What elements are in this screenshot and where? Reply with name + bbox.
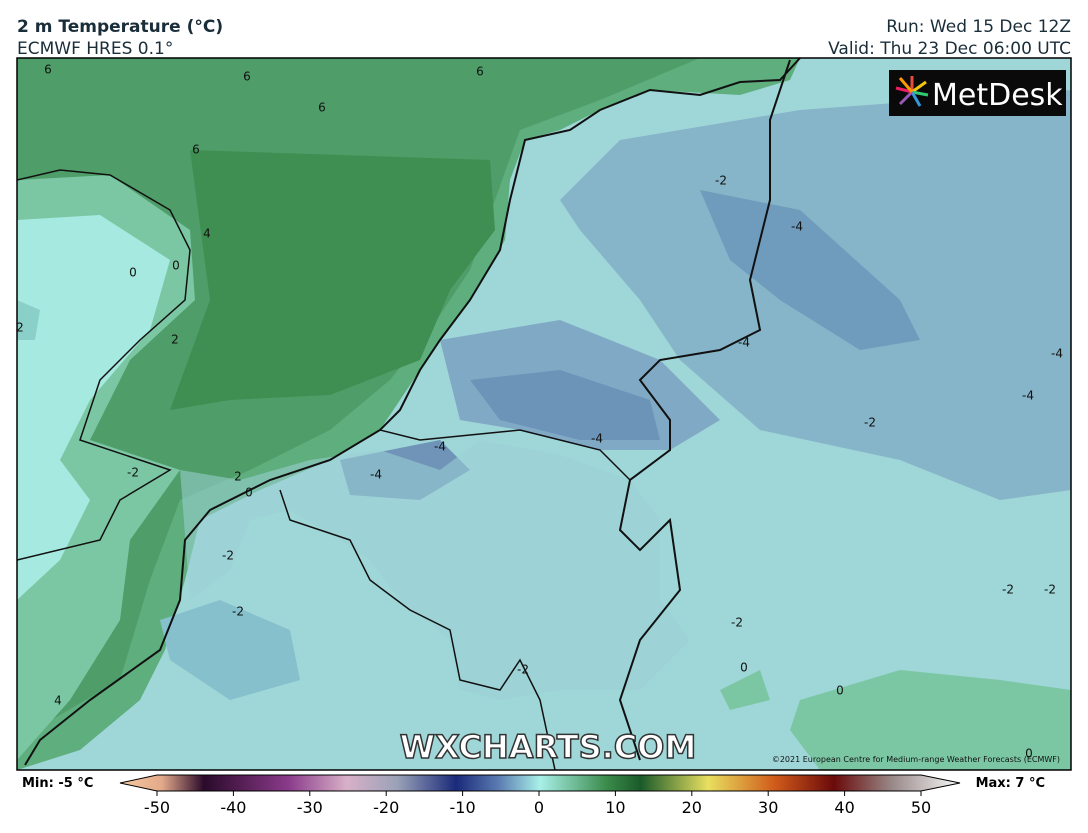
colorbar-min: Min: -5 °C <box>22 776 93 791</box>
valid-time: Valid: Thu 23 Dec 06:00 UTC <box>828 39 1071 59</box>
contour-label: 0 <box>1025 747 1033 761</box>
contour-label: 2 <box>234 470 242 484</box>
contour-label: -2 <box>1044 583 1056 597</box>
logo-icon <box>895 76 929 107</box>
contour-label: 0 <box>129 266 137 280</box>
colorbar-tick-label: -30 <box>297 798 323 817</box>
contour-label: 6 <box>243 70 251 84</box>
contour-label: -2 <box>731 616 743 630</box>
contour-label: 0 <box>836 684 844 698</box>
colorbar-tick-label: -50 <box>144 798 170 817</box>
colorbar <box>119 774 961 792</box>
contour-label: 6 <box>44 63 52 77</box>
copyright: ©2021 European Centre for Medium-range W… <box>772 755 1060 764</box>
contour-label: 2 <box>171 333 179 347</box>
contour-label: -4 <box>1022 389 1034 403</box>
contour-label: -4 <box>370 468 382 482</box>
contour-label: -2 <box>222 549 234 563</box>
contour-label: -2 <box>127 466 139 480</box>
subtitle: ECMWF HRES 0.1° <box>17 39 173 59</box>
contour-label: 6 <box>318 101 326 115</box>
contour-label: -2 <box>517 663 529 677</box>
contour-label: -4 <box>738 336 750 350</box>
contour-label: 0 <box>172 259 180 273</box>
contour-label: -4 <box>1051 347 1063 361</box>
colorbar-tick-label: -10 <box>450 798 476 817</box>
run-time: Run: Wed 15 Dec 12Z <box>886 17 1071 37</box>
contour-label: 6 <box>476 65 484 79</box>
map-frame <box>16 57 1072 771</box>
contour-label: 4 <box>54 694 62 708</box>
contour-label: 6 <box>192 143 200 157</box>
colorbar-tick-label: 0 <box>534 798 544 817</box>
colorbar-tick-label: 20 <box>682 798 702 817</box>
colorbar-tick-label: 50 <box>911 798 931 817</box>
contour-label: 2 <box>16 321 24 335</box>
contour-label: -2 <box>864 416 876 430</box>
contour-label: -2 <box>715 174 727 188</box>
colorbar-tick-label: 30 <box>758 798 778 817</box>
contour-label: -4 <box>434 440 446 454</box>
contour-label: -4 <box>591 432 603 446</box>
contour-label: -4 <box>791 220 803 234</box>
map <box>17 58 1071 770</box>
title: 2 m Temperature (°C) <box>17 17 223 37</box>
colorbar-tick-label: -40 <box>220 798 246 817</box>
colorbar-tick-label: 40 <box>834 798 854 817</box>
logo-text: MetDesk <box>932 78 1063 113</box>
colorbar-max: Max: 7 °C <box>976 776 1045 791</box>
colorbar-tick-label: -20 <box>373 798 399 817</box>
contour-label: 0 <box>245 486 253 500</box>
contour-label: 4 <box>203 227 211 241</box>
contour-label: -2 <box>232 605 244 619</box>
colorbar-ticks: -50 -40 -30 -20 -10 0 10 20 30 40 50 <box>144 791 931 817</box>
contour-label: -2 <box>1002 583 1014 597</box>
colorbar-tick-label: 10 <box>605 798 625 817</box>
contour-label: 0 <box>740 661 748 675</box>
watermark: WXCHARTS.COM <box>400 728 697 766</box>
